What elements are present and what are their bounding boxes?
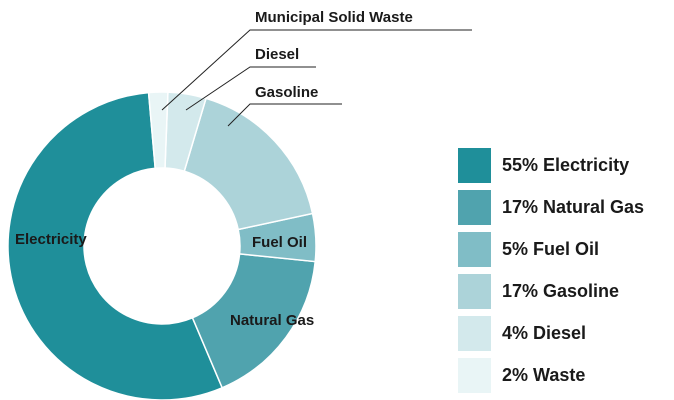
leader-line xyxy=(185,66,316,111)
legend-value: 17% xyxy=(502,281,538,301)
legend-swatch xyxy=(458,148,491,183)
slice-label: Gasoline xyxy=(255,84,318,101)
legend-swatch xyxy=(458,358,491,393)
legend-label: 55% Electricity xyxy=(502,155,629,175)
legend-name: Diesel xyxy=(533,323,586,343)
legend-value: 5% xyxy=(502,239,528,259)
slice-label: Natural Gas xyxy=(230,312,314,329)
legend-label: 2% Waste xyxy=(502,365,585,385)
slice-label: Municipal Solid Waste xyxy=(255,9,413,26)
legend-value: 55% xyxy=(502,155,538,175)
legend-value: 4% xyxy=(502,323,528,343)
legend-swatch xyxy=(458,232,491,267)
slice-label: Electricity xyxy=(15,231,87,248)
slice-label: Diesel xyxy=(255,46,299,63)
legend-name: Waste xyxy=(533,365,585,385)
legend-value: 17% xyxy=(502,197,538,217)
legend-swatch xyxy=(458,274,491,309)
legend-label: 5% Fuel Oil xyxy=(502,239,599,259)
legend-swatch xyxy=(458,316,491,351)
legend-name: Fuel Oil xyxy=(533,239,599,259)
legend-value: 2% xyxy=(502,365,528,385)
legend-label: 17% Natural Gas xyxy=(502,197,644,217)
leader-line xyxy=(161,29,472,111)
slice xyxy=(183,97,314,231)
legend-label: 17% Gasoline xyxy=(502,281,619,301)
legend-swatch xyxy=(458,190,491,225)
leader-line xyxy=(227,103,342,127)
legend-name: Electricity xyxy=(543,155,629,175)
slice-label: Fuel Oil xyxy=(252,234,307,251)
legend-label: 4% Diesel xyxy=(502,323,586,343)
legend-name: Gasoline xyxy=(543,281,619,301)
slice xyxy=(147,91,169,170)
legend-name: Natural Gas xyxy=(543,197,644,217)
